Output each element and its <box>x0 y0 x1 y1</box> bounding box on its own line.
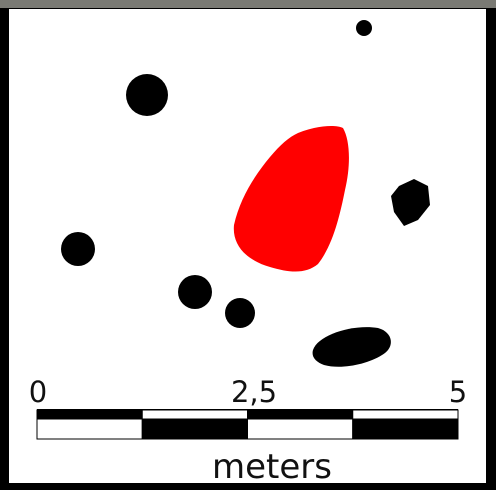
red-feature <box>233 125 349 272</box>
scale-segment-bottom-2 <box>141 418 248 440</box>
post-hole-2 <box>126 74 168 116</box>
scale-bar: 0 2,5 5 meters <box>29 375 467 487</box>
post-hole-5 <box>225 298 255 328</box>
scale-segment-top-2 <box>141 409 248 420</box>
top-strip <box>0 0 496 8</box>
scale-tick-label-5: 5 <box>449 375 467 409</box>
pit-right <box>391 179 430 226</box>
scale-segment-bottom-3 <box>247 418 354 440</box>
scale-segment-bottom-4 <box>352 418 459 440</box>
scale-segment-bottom-1 <box>36 418 143 440</box>
scale-unit-label: meters <box>212 447 332 487</box>
scale-tick-label-0: 0 <box>29 375 47 409</box>
scale-segment-top-3 <box>247 409 354 420</box>
post-hole-1 <box>356 20 372 36</box>
scale-segment-top-1 <box>36 409 143 420</box>
scale-tick-label-2-5: 2,5 <box>231 375 277 409</box>
pit-bottom <box>312 327 391 367</box>
post-hole-4 <box>178 275 212 309</box>
post-hole-3 <box>61 232 95 266</box>
scale-segment-top-4 <box>352 409 459 420</box>
